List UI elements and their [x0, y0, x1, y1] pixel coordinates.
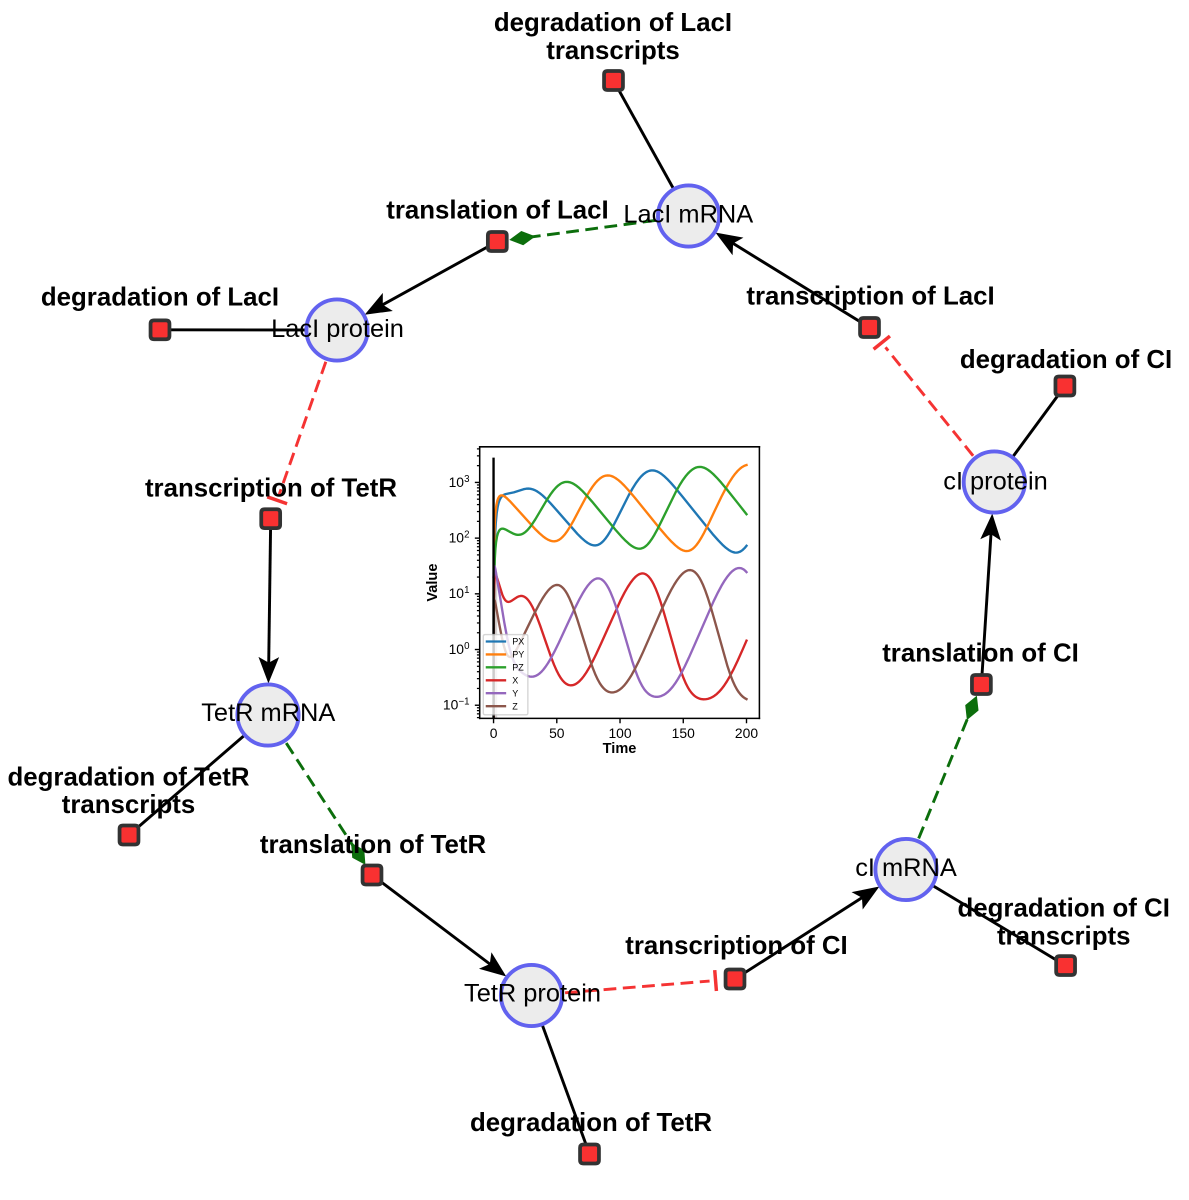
svg-text:degradation of TetR: degradation of TetR	[7, 763, 249, 791]
svg-text:cI mRNA: cI mRNA	[855, 854, 957, 882]
svg-text:degradation of CI: degradation of CI	[958, 894, 1170, 922]
svg-text:150: 150	[672, 725, 695, 741]
svg-text:0: 0	[490, 725, 498, 741]
svg-text:TetR protein: TetR protein	[464, 980, 601, 1008]
svg-text:PY: PY	[512, 650, 524, 660]
svg-text:transcription of LacI: transcription of LacI	[746, 282, 994, 310]
svg-text:degradation of LacI: degradation of LacI	[494, 9, 732, 37]
svg-text:TetR mRNA: TetR mRNA	[201, 699, 335, 727]
svg-text:PX: PX	[512, 637, 524, 647]
svg-text:1 0 2: 1 0 2	[449, 517, 514, 548]
svg-text:50: 50	[549, 725, 565, 741]
svg-text:Z: Z	[512, 701, 518, 711]
svg-text:transcripts: transcripts	[997, 922, 1130, 950]
svg-text:Time: Time	[603, 741, 637, 757]
svg-text:translation of CI: translation of CI	[882, 639, 1079, 667]
svg-text:200: 200	[735, 725, 758, 741]
svg-text:X: X	[512, 675, 518, 685]
svg-text:PZ: PZ	[512, 663, 524, 673]
svg-text:Value: Value	[425, 564, 441, 602]
svg-text:transcription of CI: transcription of CI	[625, 932, 847, 960]
svg-text:degradation of CI: degradation of CI	[960, 346, 1172, 374]
svg-text:1 0 −: 1 0 − 1	[443, 684, 514, 715]
svg-text:100: 100	[608, 725, 631, 741]
svg-text:1 0 3: 1 0 3	[449, 462, 514, 493]
svg-text:translation of TetR: translation of TetR	[260, 831, 487, 859]
svg-text:1 0 0: 1 0 0	[449, 629, 514, 660]
svg-text:transcription of TetR: transcription of TetR	[145, 475, 397, 503]
svg-text:LacI mRNA: LacI mRNA	[623, 200, 753, 228]
svg-text:degradation of TetR: degradation of TetR	[470, 1109, 712, 1137]
svg-text:transcripts: transcripts	[62, 791, 196, 819]
svg-text:translation of LacI: translation of LacI	[386, 196, 608, 224]
svg-text:degradation of LacI: degradation of LacI	[41, 284, 279, 312]
svg-text:LacI protein: LacI protein	[271, 315, 404, 343]
svg-text:cI protein: cI protein	[943, 468, 1048, 496]
svg-text:Y: Y	[512, 688, 518, 698]
svg-text:transcripts: transcripts	[546, 37, 680, 65]
svg-text:1 0 1: 1 0 1	[449, 573, 514, 604]
